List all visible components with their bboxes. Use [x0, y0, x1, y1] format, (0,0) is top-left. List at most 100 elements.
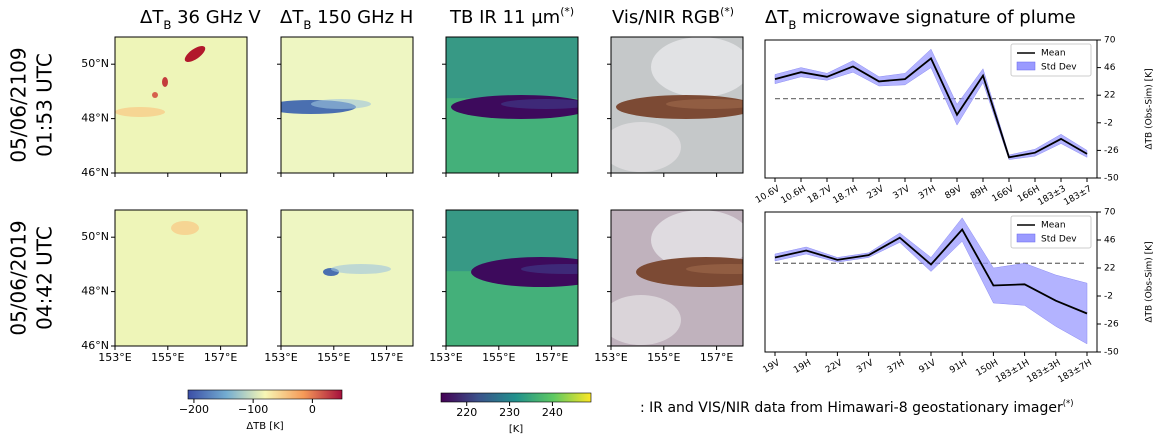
x-tick-label: 91H — [948, 358, 969, 376]
map-panel — [446, 37, 578, 173]
panel-title: Vis/NIR RGB(*) — [612, 5, 734, 29]
x-tick-label: 166V — [991, 184, 1017, 205]
colorbar-tick-label: 220 — [456, 406, 477, 419]
colorbar — [187, 389, 343, 400]
y-tick-label: 70 — [1104, 208, 1116, 218]
x-tick-label: 18.7H — [832, 184, 860, 206]
panel-title: ΔTB 150 GHz H — [280, 7, 413, 32]
row-time: 04:42 UTC — [33, 226, 57, 330]
x-tick-label: 91V — [917, 358, 938, 376]
map-frame — [114, 36, 248, 174]
y-tick-label: 50°N — [81, 230, 109, 243]
footnote-part: : IR and VIS/NIR data from Himawari-8 ge… — [640, 400, 1063, 416]
row-time: 01:53 UTC — [33, 53, 57, 157]
x-tick-label: 153°E — [98, 351, 131, 364]
x-tick-label: 19V — [761, 358, 782, 376]
map-frame — [445, 209, 579, 347]
panel-title-part: ΔT — [140, 7, 164, 28]
map-frame — [610, 209, 744, 347]
x-tick-label: 183±3H — [1025, 358, 1062, 385]
map-frame — [610, 36, 744, 174]
row-date: 05/06/2109 — [7, 47, 31, 162]
colorbar-tick-label: 0 — [309, 403, 316, 416]
y-tick-label: 46°N — [81, 339, 109, 352]
map-panel — [115, 37, 247, 173]
chart-title-part: ΔT — [765, 7, 789, 28]
x-tick-label: 155°E — [482, 351, 515, 364]
plume-edge — [501, 99, 578, 109]
map-panel — [281, 210, 413, 346]
x-tick-label: 183±1H — [994, 358, 1031, 385]
row-date: 05/06/2019 — [7, 220, 31, 335]
chart-title-part: B — [788, 18, 796, 32]
colorbar-tick-label: −200 — [179, 403, 209, 416]
panel-title-part: B — [163, 18, 171, 32]
panel-title-part: Vis/NIR RGB — [612, 7, 720, 28]
map-frame — [445, 36, 579, 174]
y-tick-label: 22 — [1104, 91, 1115, 101]
x-tick-label: 157°E — [700, 351, 733, 364]
x-tick-label: 153°E — [429, 351, 462, 364]
std-band — [774, 217, 1088, 345]
plume-edge — [311, 99, 371, 109]
map-panel — [446, 210, 578, 346]
map-frame — [280, 209, 414, 347]
chart-title-part: microwave signature of plume — [796, 7, 1075, 28]
y-tick-label: 48°N — [81, 285, 109, 298]
x-tick-label: 157°E — [535, 351, 568, 364]
map-frame — [114, 209, 248, 347]
x-tick-label: 23V — [865, 184, 886, 202]
x-tick-label: 183±3 — [1036, 184, 1067, 208]
x-tick-label: 157°E — [204, 351, 237, 364]
y-tick-label: -2 — [1104, 118, 1113, 128]
plume-edge — [686, 264, 743, 274]
mean-line — [774, 227, 1088, 315]
map-panel — [611, 210, 743, 346]
x-tick-label: 155°E — [647, 351, 680, 364]
colorbar-label: [K] — [509, 424, 523, 435]
x-tick-label: 22V — [824, 358, 845, 376]
y-tick-label: 46 — [1104, 236, 1116, 246]
panel-title-part: (*) — [720, 5, 734, 18]
colorbar-tick-label: 240 — [542, 406, 563, 419]
y-tick-label: 46 — [1104, 63, 1116, 73]
hot-spot — [162, 77, 168, 87]
x-tick-label: 37H — [917, 184, 938, 202]
x-tick-label: 37V — [855, 358, 876, 376]
x-tick-label: 183±7H — [1057, 358, 1094, 385]
panel-title-part: TB IR 11 µm — [449, 7, 560, 28]
legend-swatch — [1016, 233, 1036, 243]
panel-title: TB IR 11 µm(*) — [449, 5, 574, 29]
y-tick-label: -2 — [1104, 292, 1113, 302]
map-background — [115, 37, 247, 173]
footnote-part: (*) — [1063, 398, 1074, 408]
y-tick-label: 22 — [1104, 264, 1115, 274]
colorbar-label: ΔTB [K] — [246, 421, 283, 432]
plume — [171, 221, 199, 235]
plume — [115, 107, 165, 117]
y-axis-label: ΔTB (Obs-Sim) [K] — [1145, 68, 1155, 149]
legend-label: Std Dev — [1041, 63, 1077, 73]
legend-label: Std Dev — [1041, 235, 1077, 245]
mean-line — [774, 56, 1088, 159]
y-tick-label: -26 — [1104, 146, 1119, 156]
footnote: : IR and VIS/NIR data from Himawari-8 ge… — [640, 398, 1074, 417]
cloud — [651, 37, 743, 97]
cloud — [611, 295, 681, 345]
panel-title-part: 36 GHz V — [171, 7, 261, 28]
plume-edge — [521, 264, 578, 274]
x-tick-label: 37H — [886, 358, 907, 376]
map-shade — [446, 37, 578, 99]
x-tick-label: 157°E — [370, 351, 403, 364]
panel-title-part: B — [303, 18, 311, 32]
chart-title: ΔTB microwave signature of plume — [765, 7, 1076, 32]
panel-title-part: ΔT — [280, 7, 304, 28]
legend-label: Mean — [1041, 49, 1066, 59]
cloud — [611, 122, 681, 172]
plume-edge — [331, 264, 391, 274]
x-tick-label: 153°E — [264, 351, 297, 364]
hot-spot — [152, 92, 158, 98]
x-tick-label: 155°E — [151, 351, 184, 364]
panel-title-part: (*) — [560, 5, 574, 18]
y-tick-label: 48°N — [81, 112, 109, 125]
